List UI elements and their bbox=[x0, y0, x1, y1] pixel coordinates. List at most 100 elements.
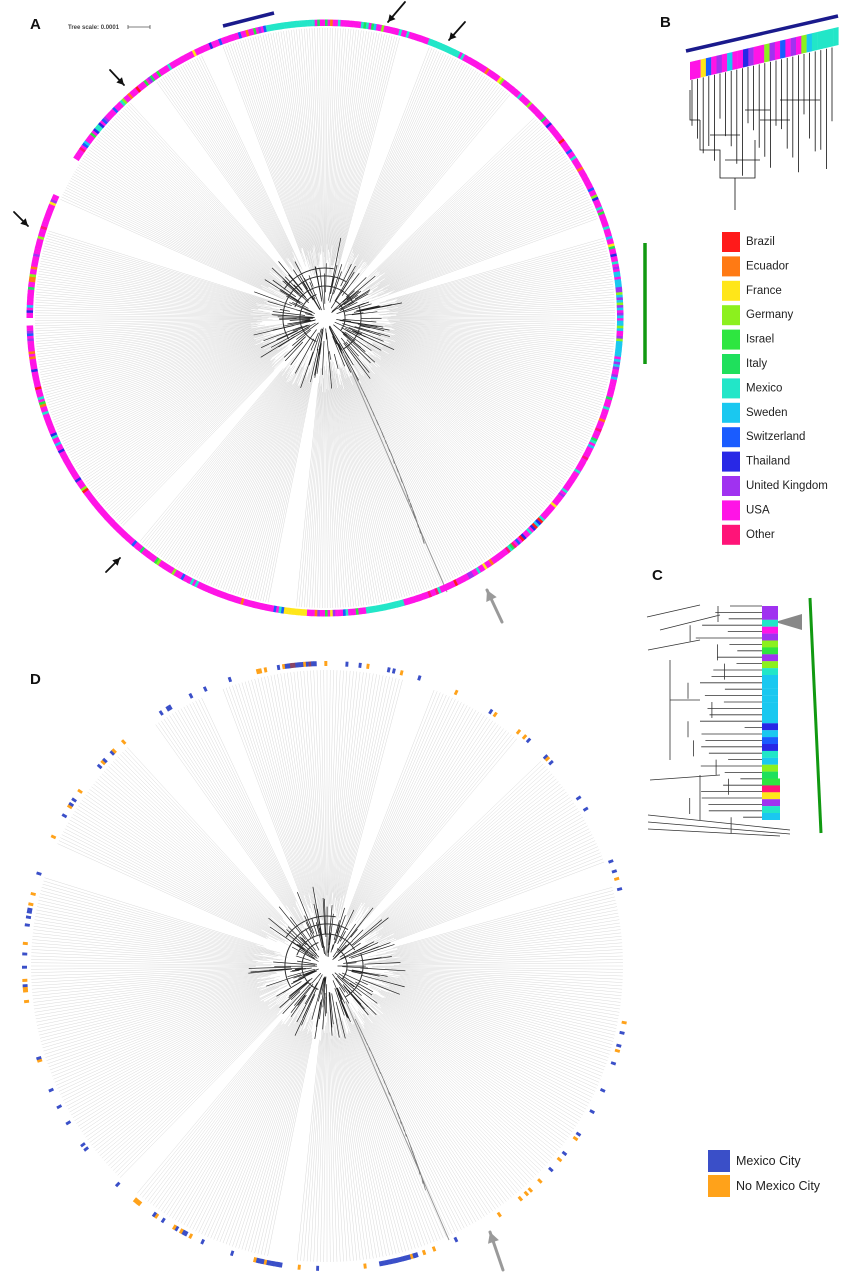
ring-segment bbox=[492, 73, 499, 81]
ring-segment bbox=[402, 598, 408, 606]
ring-segment bbox=[77, 788, 83, 794]
ring-segment bbox=[22, 952, 28, 956]
ring-segment bbox=[538, 114, 546, 121]
ring-segment bbox=[300, 661, 304, 668]
ring-segment bbox=[143, 549, 150, 557]
ring-segment bbox=[479, 564, 486, 572]
ring-segment bbox=[587, 187, 595, 193]
ring-segment bbox=[453, 49, 459, 57]
ring-segment bbox=[422, 592, 428, 600]
ring-segment bbox=[596, 208, 604, 214]
strip-segment bbox=[762, 716, 778, 724]
ring-segment bbox=[215, 39, 221, 47]
ring-segment bbox=[565, 148, 573, 155]
strip-segment bbox=[762, 661, 778, 669]
ring-segment bbox=[245, 599, 250, 607]
ring-segment bbox=[164, 564, 171, 572]
ring-segment bbox=[391, 668, 396, 674]
strip-segment bbox=[762, 778, 780, 786]
ring-segment bbox=[151, 73, 158, 81]
ring-segment bbox=[63, 459, 71, 465]
ring-segment bbox=[400, 29, 405, 37]
ring-segment bbox=[166, 565, 173, 573]
ring-segment bbox=[340, 19, 344, 27]
ring-segment bbox=[443, 583, 449, 591]
ring-segment bbox=[27, 338, 34, 342]
ring-segment bbox=[508, 543, 515, 551]
ring-segment bbox=[172, 1224, 177, 1231]
ring-segment bbox=[577, 168, 585, 175]
ring-segment bbox=[575, 164, 583, 170]
ring-segment bbox=[594, 203, 602, 209]
legend-label-israel: Israel bbox=[746, 334, 774, 346]
ring-segment bbox=[388, 26, 393, 34]
ring-segment bbox=[436, 42, 442, 50]
ring-segment bbox=[616, 887, 623, 892]
ring-segment bbox=[473, 568, 479, 576]
ring-segment bbox=[263, 667, 268, 673]
ring-segment bbox=[255, 601, 260, 609]
ring-segment bbox=[395, 28, 400, 36]
arrow-gray-a-head bbox=[486, 590, 497, 602]
blue-clade-bar-zoom bbox=[685, 14, 839, 53]
ring-segment bbox=[96, 505, 103, 512]
ring-segment bbox=[358, 662, 362, 668]
ring-segment bbox=[319, 19, 323, 26]
ring-segment bbox=[299, 20, 303, 28]
ring-segment bbox=[550, 501, 557, 509]
ring-segment bbox=[481, 562, 488, 570]
legend-swatch-usa bbox=[722, 500, 740, 521]
ring-segment bbox=[203, 44, 209, 52]
ring-segment bbox=[457, 52, 464, 60]
ring-segment bbox=[324, 610, 328, 617]
ring-segment bbox=[582, 806, 589, 812]
strip-segment bbox=[690, 60, 696, 80]
ring-segment bbox=[498, 78, 505, 85]
ring-segment bbox=[566, 479, 574, 486]
strip-segment bbox=[833, 26, 839, 47]
ring-segment bbox=[189, 578, 195, 586]
ring-segment bbox=[80, 144, 88, 151]
ring-segment bbox=[360, 21, 365, 29]
strip-segment bbox=[762, 730, 778, 738]
ring-segment bbox=[260, 603, 265, 610]
ring-segment bbox=[516, 536, 523, 544]
strip-segment bbox=[785, 38, 791, 58]
ring-segment bbox=[515, 729, 522, 735]
ring-segment bbox=[73, 474, 81, 481]
strip-segment bbox=[695, 59, 701, 79]
ring-segment bbox=[296, 20, 300, 28]
ring-segment bbox=[284, 663, 289, 669]
ring-segment bbox=[360, 607, 364, 615]
ring-segment bbox=[550, 128, 558, 135]
ring-segment bbox=[607, 240, 615, 246]
ring-segment bbox=[71, 797, 77, 803]
ring-segment bbox=[500, 79, 507, 87]
ring-segment bbox=[145, 551, 152, 558]
strip-segment bbox=[762, 619, 778, 627]
ring-segment bbox=[38, 398, 45, 403]
arrow-upper-left-head bbox=[116, 77, 124, 85]
legend-swatch-germany bbox=[722, 305, 740, 326]
ring-segment bbox=[230, 34, 235, 42]
ring-segment bbox=[616, 294, 623, 298]
ring-segment bbox=[342, 609, 346, 616]
ring-segment bbox=[448, 581, 454, 589]
ring-segment bbox=[542, 754, 549, 760]
ring-segment bbox=[561, 142, 569, 149]
ring-segment bbox=[97, 507, 105, 514]
ring-segment bbox=[616, 302, 624, 306]
ring-segment bbox=[86, 493, 94, 500]
ring-segment bbox=[393, 27, 398, 35]
ring-segment bbox=[189, 50, 195, 58]
ring-segment bbox=[531, 106, 539, 114]
internal-arc bbox=[334, 300, 346, 332]
ring-segment bbox=[322, 19, 326, 26]
internal-arc bbox=[301, 942, 319, 990]
strip-segment bbox=[762, 709, 778, 717]
ring-segment bbox=[555, 134, 562, 141]
ring-segment bbox=[453, 689, 459, 696]
ring-segment bbox=[212, 588, 218, 596]
ring-segment bbox=[608, 245, 616, 251]
ring-segment bbox=[604, 398, 612, 403]
